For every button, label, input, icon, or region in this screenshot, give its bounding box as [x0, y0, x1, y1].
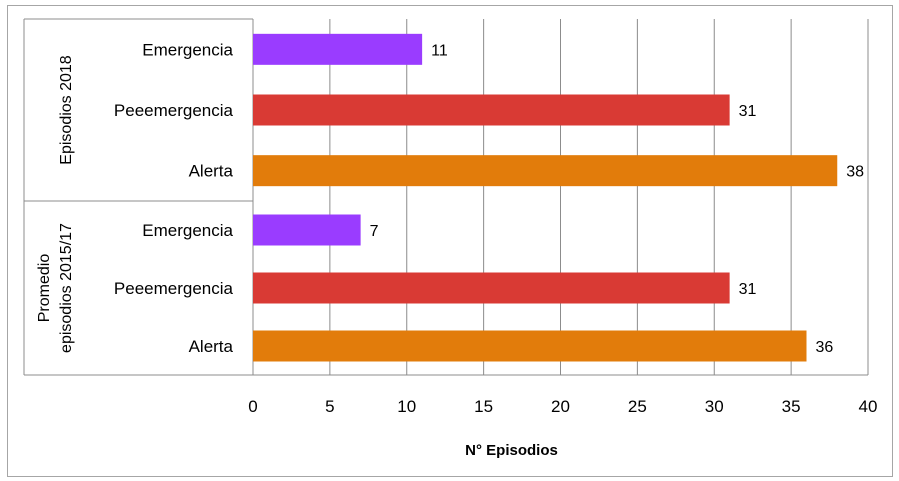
bar-0-2 [253, 155, 838, 187]
group-label-0: Episodios 2018 [58, 55, 75, 165]
x-tick-label-5: 25 [628, 397, 647, 416]
group-label-1-line-1: Promedio [36, 254, 53, 323]
chart-frame [7, 5, 893, 477]
group-label-1-line-2: episodios 2015/17 [58, 223, 75, 353]
x-axis-title: N° Episodios [465, 442, 558, 459]
category-label-1-1: Peeemergencia [114, 279, 234, 298]
category-label-0-2: Alerta [189, 162, 234, 181]
data-label-1-0: 7 [370, 223, 379, 240]
bar-0-0 [253, 33, 423, 65]
category-label-1-0: Emergencia [142, 221, 233, 240]
x-tick-label-4: 20 [551, 397, 570, 416]
x-tick-label-6: 30 [705, 397, 724, 416]
data-label-1-2: 36 [816, 339, 834, 356]
x-tick-label-8: 40 [859, 397, 878, 416]
bar-0-1 [253, 94, 730, 126]
x-tick-label-1: 5 [325, 397, 334, 416]
x-tick-label-7: 35 [782, 397, 801, 416]
category-label-0-1: Peeemergencia [114, 101, 234, 120]
x-tick-label-2: 10 [397, 397, 416, 416]
data-label-0-1: 31 [739, 103, 757, 120]
bar-1-1 [253, 272, 730, 304]
x-tick-label-0: 0 [248, 397, 257, 416]
x-tick-label-3: 15 [474, 397, 493, 416]
bar-1-2 [253, 330, 807, 362]
category-label-0-0: Emergencia [142, 40, 233, 59]
bar-1-0 [253, 214, 361, 246]
data-label-0-2: 38 [846, 164, 864, 181]
data-label-1-1: 31 [739, 281, 757, 298]
category-label-1-2: Alerta [189, 337, 234, 356]
data-label-0-0: 11 [431, 42, 448, 59]
